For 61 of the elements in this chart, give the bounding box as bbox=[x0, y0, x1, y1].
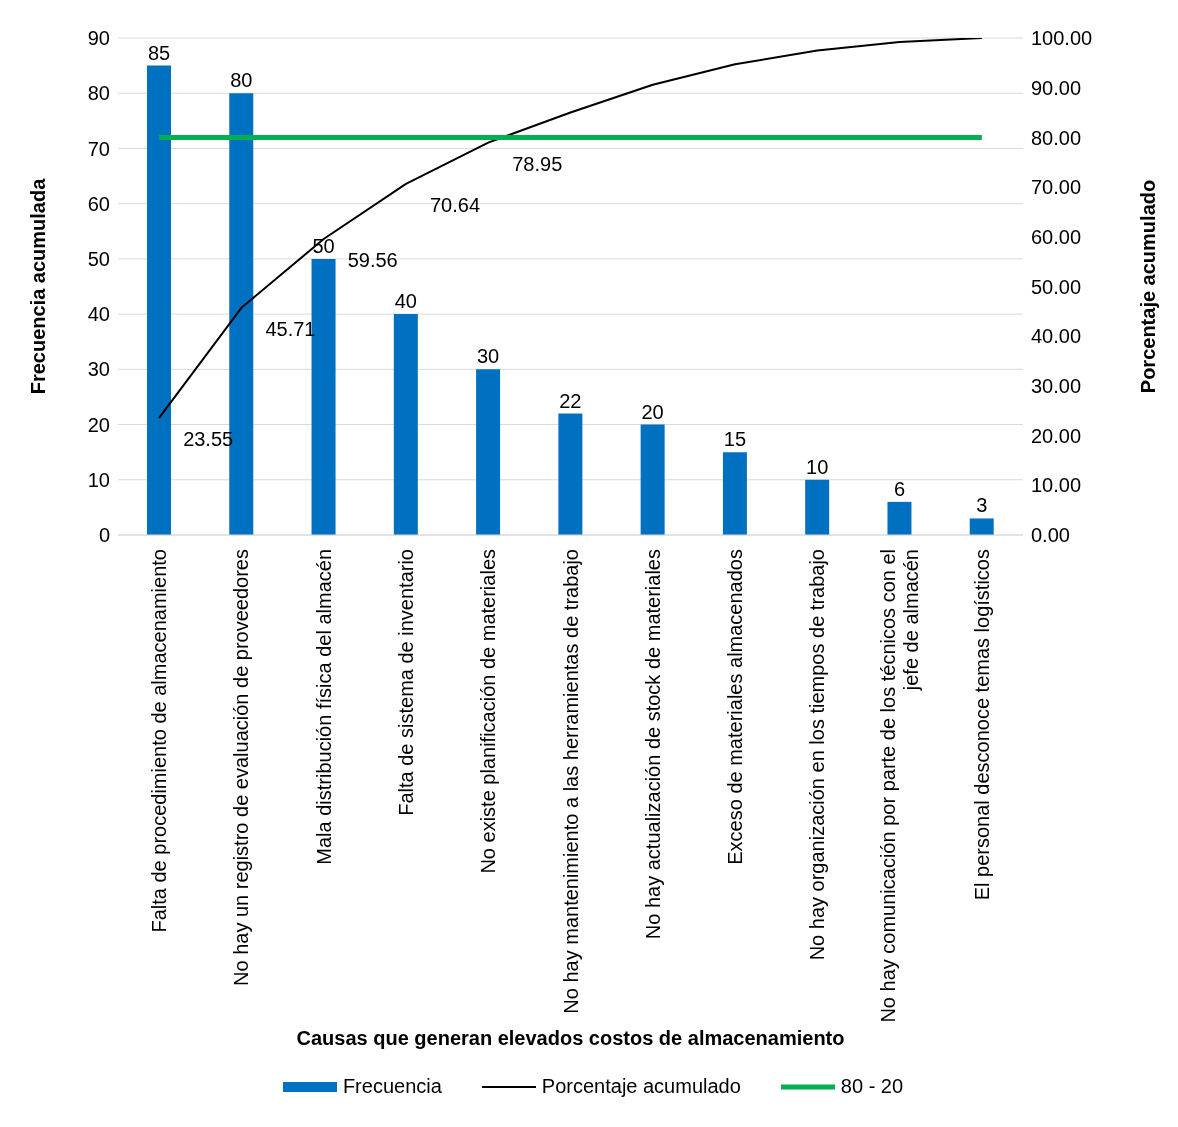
data-label: 30 bbox=[476, 345, 500, 368]
data-label: 50 bbox=[312, 234, 335, 257]
bar bbox=[969, 518, 994, 535]
y2-tick-label: 0.00 bbox=[1031, 524, 1070, 547]
bar bbox=[558, 413, 583, 535]
bar bbox=[476, 369, 501, 535]
y2-tick-label: 90.00 bbox=[1031, 76, 1082, 99]
y2-tick-label: 40.00 bbox=[1031, 325, 1082, 348]
y2-tick-label: 70.00 bbox=[1031, 176, 1082, 199]
y2-tick-label: 60.00 bbox=[1031, 225, 1082, 248]
data-label: 3 bbox=[976, 494, 988, 517]
data-label: 80 bbox=[230, 69, 253, 92]
y2-tick-label: 80.00 bbox=[1031, 126, 1082, 149]
data-label: 10 bbox=[806, 455, 829, 478]
x-tick-label: El personal desconoce temas logísticos bbox=[970, 549, 993, 901]
bar bbox=[722, 452, 747, 535]
y2-tick-label: 50.00 bbox=[1031, 275, 1082, 298]
y2-tick-label: 100.00 bbox=[1031, 27, 1093, 50]
data-label: 22 bbox=[559, 389, 582, 412]
y-tick-label: 0 bbox=[98, 524, 110, 547]
y-tick-label: 80 bbox=[87, 82, 110, 105]
x-tick-label: Exceso de materiales almacenados bbox=[724, 549, 747, 865]
bar bbox=[887, 501, 912, 535]
x-tick-label: No hay un registro de evaluación de proveedores bbox=[230, 549, 253, 986]
legend-label: Porcentaje acumulado bbox=[541, 1075, 741, 1098]
x-axis-title: Causas que generan elevados costos de almacenamiento bbox=[296, 1027, 845, 1049]
x-tick-label: No hay organización en los tiempos de trabajo bbox=[806, 549, 829, 961]
x-tick-label: Mala distribución física del almacén bbox=[312, 549, 335, 865]
data-label: 85 bbox=[147, 41, 171, 64]
y-tick-label: 30 bbox=[87, 358, 110, 381]
y-tick-label: 90 bbox=[87, 27, 110, 50]
y-tick-label: 50 bbox=[87, 247, 110, 270]
y2-tick-label: 10.00 bbox=[1031, 474, 1082, 497]
x-tick-label: No existe planificación de materiales bbox=[477, 549, 500, 874]
x-tick-label: No hay mantenimiento a las herramientas de trabajo bbox=[559, 549, 582, 1014]
bar bbox=[393, 314, 418, 535]
y2-tick-label: 20.00 bbox=[1031, 424, 1082, 447]
data-label: 6 bbox=[893, 477, 906, 500]
legend-label: 80 - 20 bbox=[840, 1075, 904, 1098]
x-tick-label: Falta de procedimiento de almacenamiento bbox=[148, 549, 171, 933]
data-label: 78.95 bbox=[512, 153, 563, 176]
x-tick-label: No hay actualización de stock de materiales bbox=[641, 549, 664, 940]
bar bbox=[805, 479, 830, 535]
y-tick-label: 10 bbox=[87, 468, 110, 491]
legend-label: Frecuencia bbox=[342, 1075, 442, 1098]
data-label: 15 bbox=[723, 428, 747, 451]
y2-axis-title: Porcentaje acumulado bbox=[1137, 179, 1160, 394]
y-axis-title: Frecuencia acumulada bbox=[27, 177, 50, 395]
data-label: 40 bbox=[394, 290, 417, 313]
x-tick-label: No hay comunicación por parte de los técnicos con el jefe de almacén bbox=[877, 549, 923, 1023]
y-tick-label: 70 bbox=[87, 137, 110, 160]
y-tick-label: 60 bbox=[87, 192, 110, 215]
bar bbox=[640, 424, 665, 535]
y2-tick-label: 30.00 bbox=[1031, 375, 1082, 397]
data-label: 59.56 bbox=[347, 249, 398, 272]
y-tick-label: 40 bbox=[87, 303, 110, 326]
x-tick-label: Falta de sistema de inventario bbox=[394, 549, 417, 816]
data-label: 20 bbox=[641, 400, 664, 423]
bar bbox=[147, 65, 171, 535]
y-tick-label: 20 bbox=[87, 413, 110, 436]
data-label: 70.64 bbox=[429, 194, 481, 217]
